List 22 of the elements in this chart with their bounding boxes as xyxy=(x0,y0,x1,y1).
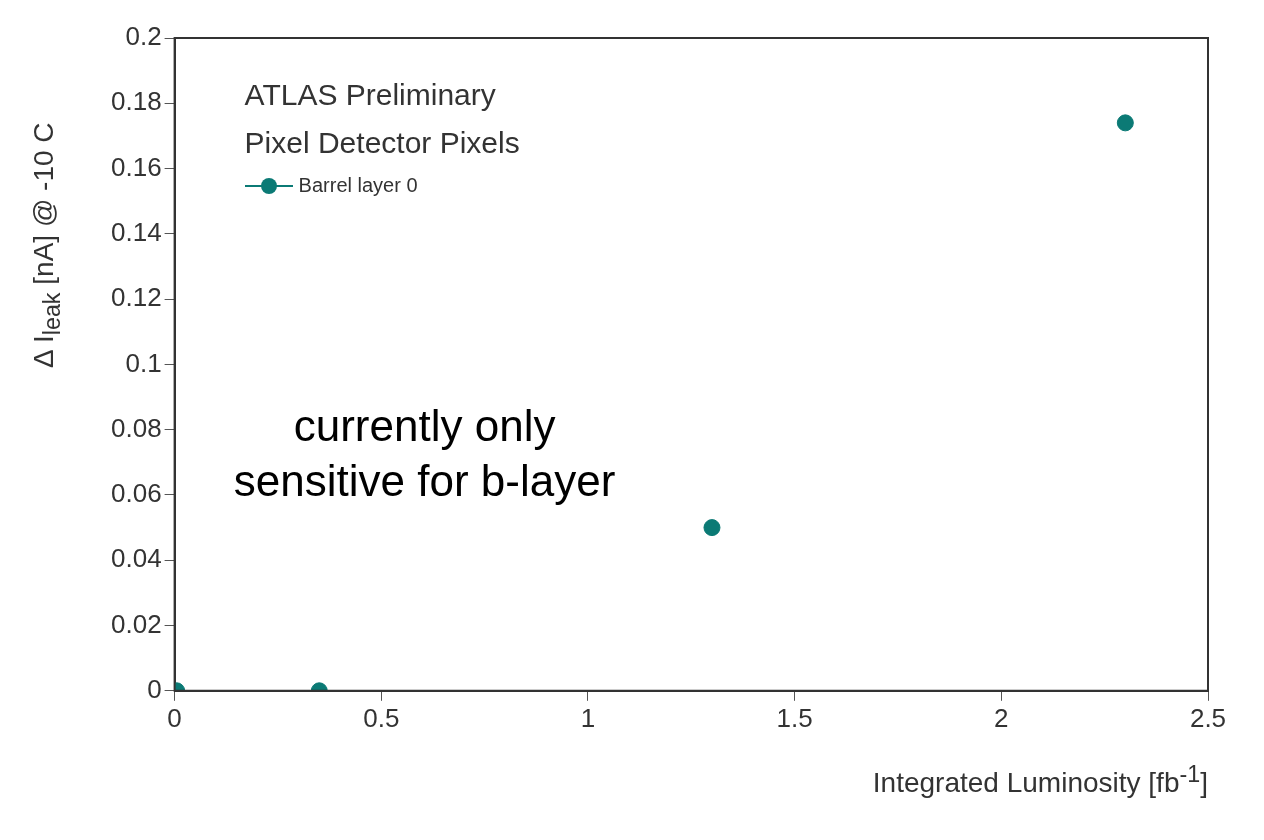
x-axis-title: Integrated Luminosity [fb$^{-1}$] xyxy=(872,760,1208,800)
y-tick-label: 0.08 xyxy=(110,412,162,443)
y-tick-label: 0.06 xyxy=(110,478,162,509)
annotation: Pixel Detector Pixels xyxy=(244,126,520,160)
x-tick-label: 0 xyxy=(167,702,182,733)
x-tick-label: 0.5 xyxy=(363,702,400,733)
y-tick-label: 0.16 xyxy=(110,151,162,182)
annotation: ATLAS Preliminary xyxy=(244,78,497,112)
legend-label: Barrel layer 0 xyxy=(298,174,418,197)
y-tick-label: 0.04 xyxy=(110,543,162,574)
y-tick-label: 0.1 xyxy=(125,347,162,378)
y-tick-label: 0.12 xyxy=(110,282,162,313)
annotation: currently only sensitive for b-layer xyxy=(232,400,617,507)
y-tick-label: 0.2 xyxy=(125,21,162,52)
x-tick-label: 1 xyxy=(580,702,596,733)
x-tick-label: 2 xyxy=(994,702,1009,733)
y-tick-label: 0 xyxy=(147,673,162,704)
x-tick-label: 2.5 xyxy=(1189,702,1227,733)
x-tick-label: 1.5 xyxy=(776,702,813,733)
y-tick-label: 0.14 xyxy=(110,217,162,248)
y-tick-label: 0.18 xyxy=(110,86,162,117)
y-tick-label: 0.02 xyxy=(110,608,162,639)
